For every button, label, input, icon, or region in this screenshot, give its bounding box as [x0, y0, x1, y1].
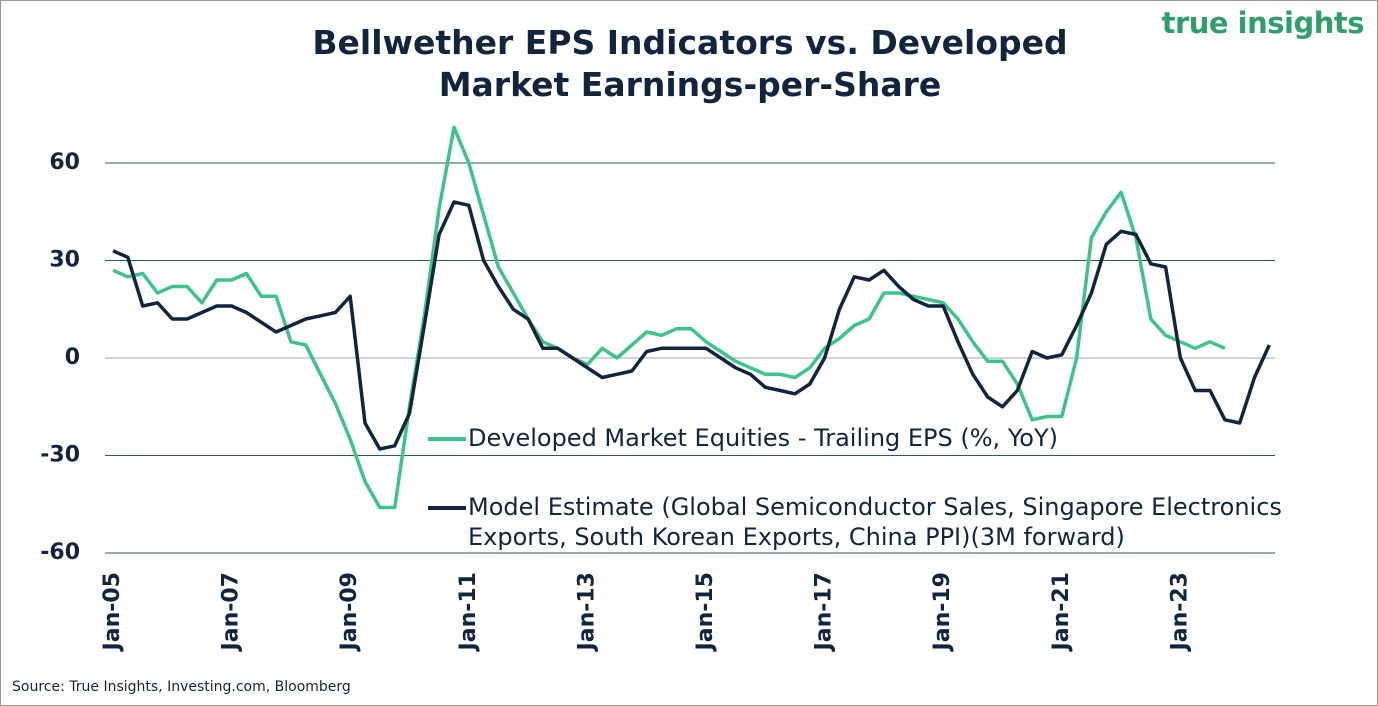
y-tick-label: -60 [40, 540, 80, 565]
x-tick-label: Jan-09 [337, 572, 362, 652]
x-tick-label: Jan-07 [219, 572, 244, 652]
y-tick-label: 30 [49, 248, 80, 273]
series-line [112, 200, 1271, 451]
legend-entry: Model Estimate (Global Semiconductor Sal… [428, 492, 1368, 552]
legend-swatch [428, 506, 466, 510]
chart-title: Bellwether EPS Indicators vs. Developed … [312, 23, 1068, 104]
legend-entry: Developed Market Equities - Trailing EPS… [428, 423, 1188, 453]
x-tick-label: Jan-19 [930, 572, 955, 652]
legend-label: Model Estimate (Global Semiconductor Sal… [468, 493, 1282, 551]
y-tick-label: 60 [49, 150, 80, 175]
x-tick-label: Jan-23 [1167, 572, 1192, 652]
x-tick-label: Jan-21 [1049, 572, 1074, 652]
x-tick-label: Jan-17 [812, 572, 837, 652]
series-line [112, 125, 1226, 510]
x-tick-label: Jan-13 [574, 572, 599, 652]
legend-label: Developed Market Equities - Trailing EPS… [468, 424, 1058, 452]
brand-logo: true insights [1161, 6, 1365, 40]
x-tick-label: Jan-15 [693, 572, 718, 652]
x-tick-label: Jan-05 [100, 572, 125, 652]
legend-swatch [428, 437, 466, 441]
source-note: Source: True Insights, Investing.com, Bl… [12, 679, 351, 695]
y-tick-label: 0 [65, 345, 80, 370]
x-tick-label: Jan-11 [456, 572, 481, 652]
y-tick-label: -30 [40, 443, 80, 468]
